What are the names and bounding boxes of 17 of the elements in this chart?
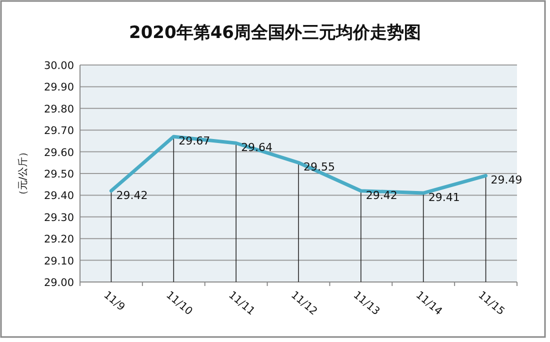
- y-tick-label: 29.90: [44, 82, 74, 94]
- y-tick-label: 30.00: [44, 60, 74, 72]
- y-tick-label: 29.20: [44, 234, 74, 246]
- y-tick-label: 29.70: [44, 125, 74, 138]
- y-tick-label: 29.00: [44, 277, 74, 289]
- y-tick-label: 29.40: [44, 190, 74, 202]
- y-tick-label: 29.10: [44, 255, 74, 268]
- data-label: 29.41: [428, 191, 460, 204]
- y-tick-label: 29.30: [44, 212, 74, 224]
- y-tick-label: 29.50: [44, 168, 74, 180]
- data-label: 29.42: [116, 188, 148, 202]
- data-label: 29.49: [490, 174, 522, 187]
- data-label: 29.42: [366, 188, 398, 202]
- chart-title: 2020年第46周全国外三元均价走势图: [129, 23, 421, 43]
- y-tick-label: 29.60: [44, 146, 74, 159]
- y-tick-label: 29.80: [44, 103, 74, 116]
- y-axis-title: （元/公斤）: [17, 146, 29, 200]
